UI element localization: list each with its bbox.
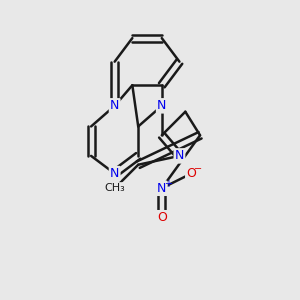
Text: −: − [194, 164, 202, 174]
Text: +: + [164, 178, 172, 189]
Text: O: O [186, 167, 196, 180]
Text: N: N [175, 149, 184, 162]
Text: O: O [157, 211, 167, 224]
Text: N: N [110, 167, 119, 180]
Text: N: N [157, 99, 167, 112]
Text: N: N [157, 182, 167, 195]
Text: CH₃: CH₃ [104, 183, 125, 193]
Text: N: N [110, 99, 119, 112]
